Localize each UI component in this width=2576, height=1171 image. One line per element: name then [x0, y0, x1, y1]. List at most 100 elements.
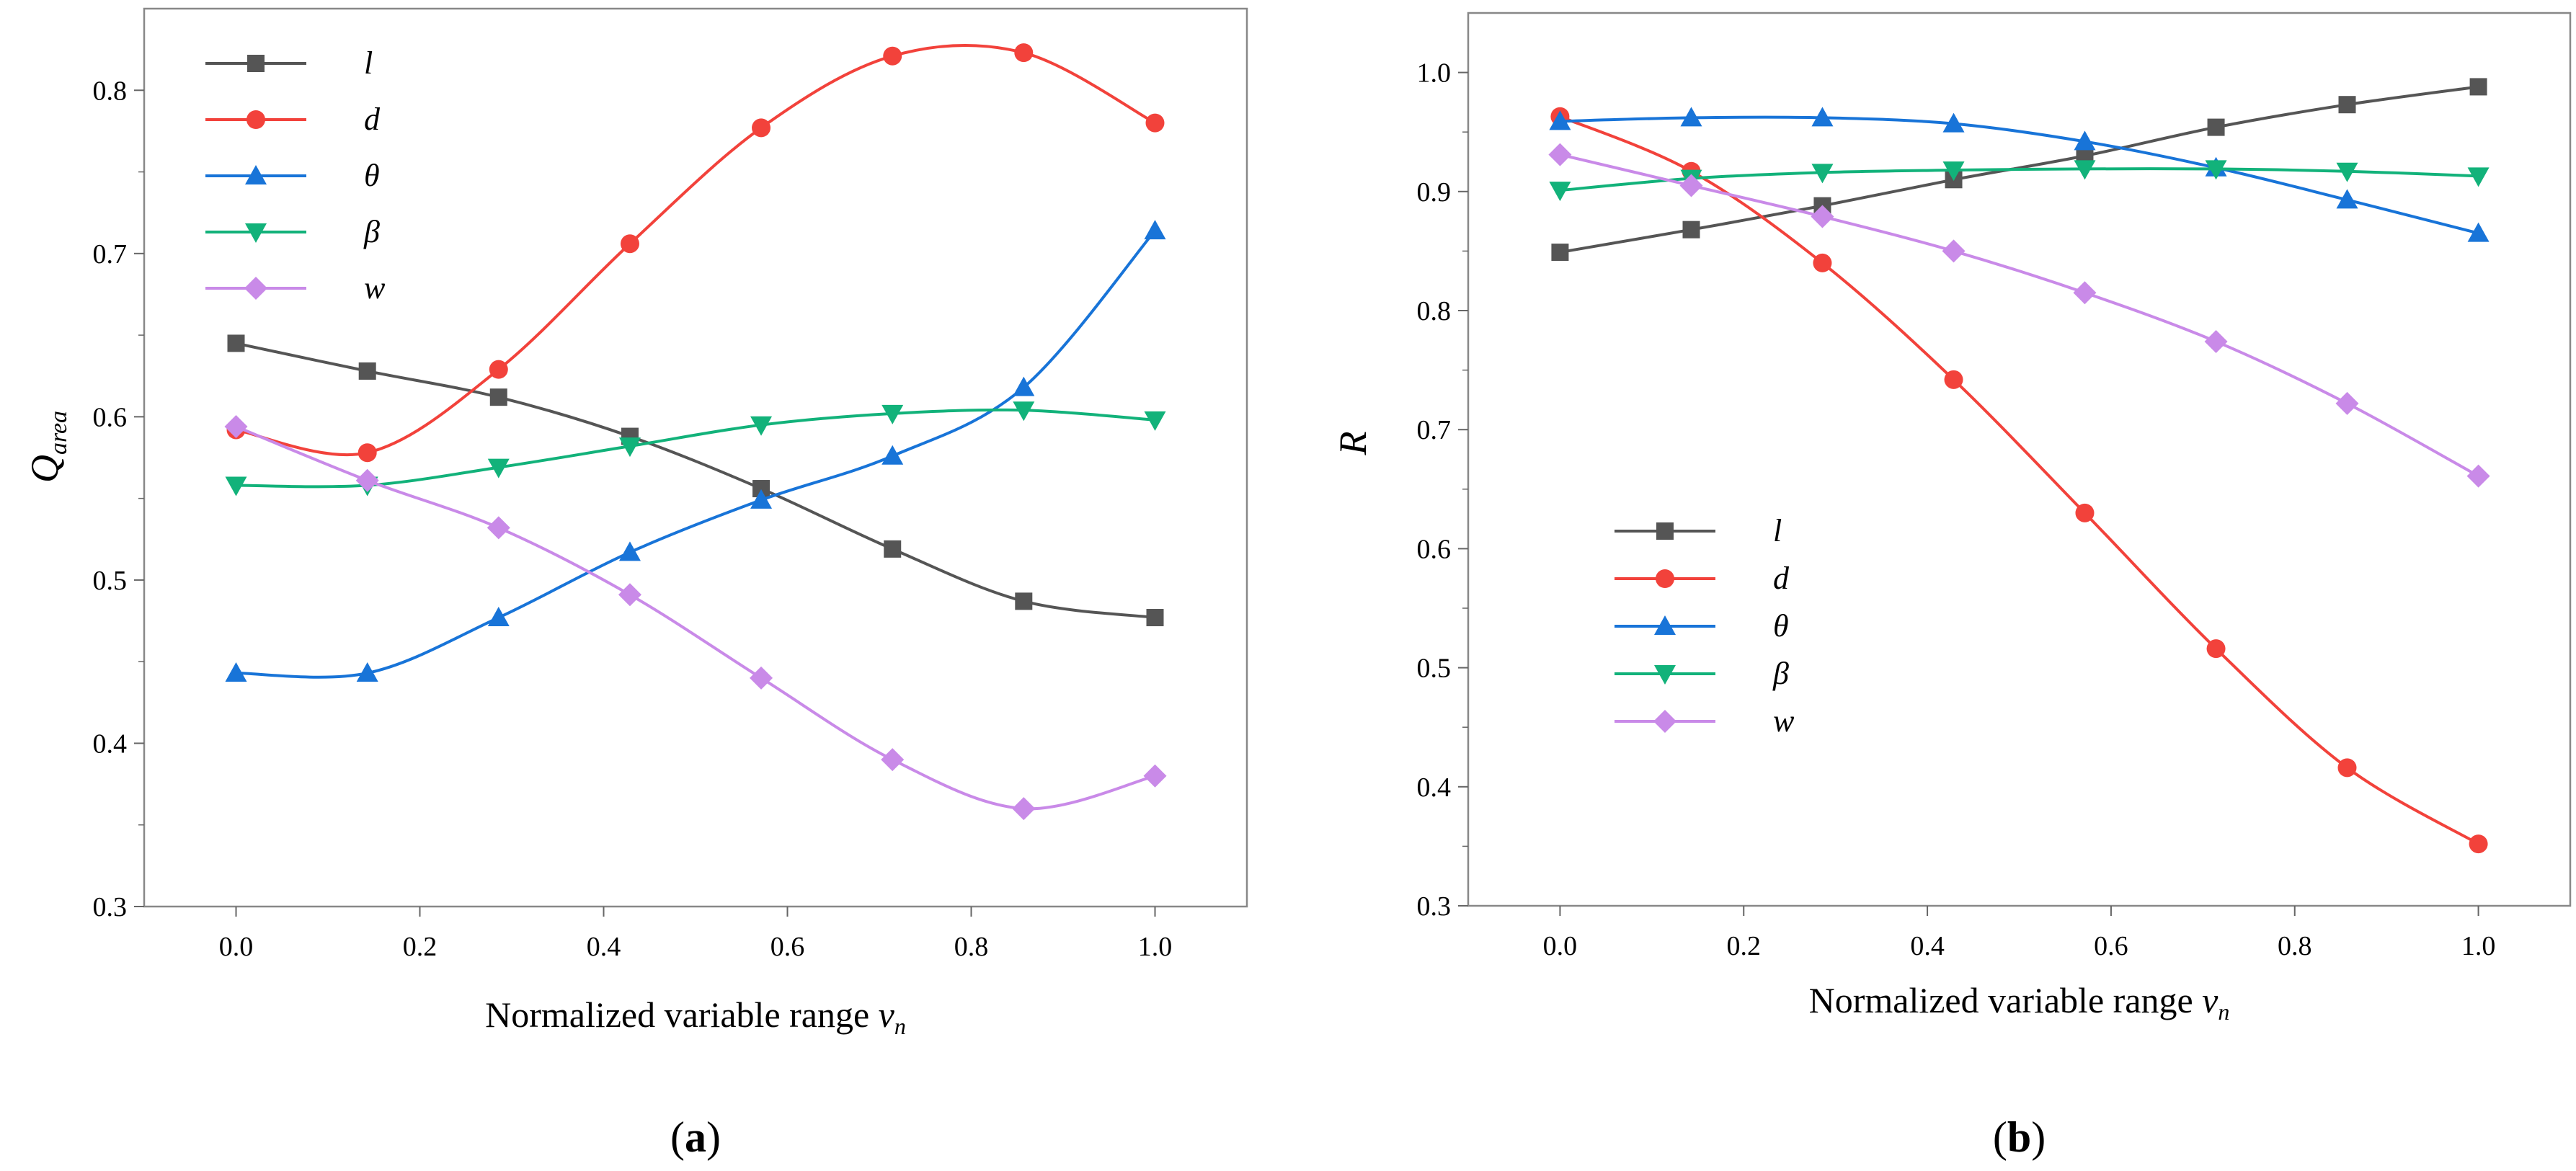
x-axis-title-text: Normalized variable range — [1809, 980, 2203, 1020]
x-tick-label: 0.6 — [2094, 931, 2128, 961]
caption-open-paren: ( — [670, 1113, 685, 1161]
series-line-d — [236, 43, 1156, 457]
legend-label-β: β — [363, 214, 380, 249]
data-point-β — [750, 416, 773, 436]
y-tick-label: 0.4 — [93, 729, 128, 759]
x-axis-title-var: v — [879, 994, 895, 1035]
data-point-w — [2204, 329, 2228, 353]
series-line-β — [236, 408, 1155, 489]
panel-caption: (b) — [1993, 1113, 2046, 1161]
y-axis-label-var: R — [1331, 432, 1374, 456]
data-point-θ — [1680, 107, 1702, 127]
y-axis-label: Qarea — [23, 411, 72, 483]
legend-label-l: l — [1773, 513, 1782, 548]
panel-caption: (a) — [670, 1113, 721, 1161]
x-axis-title-var: v — [2202, 980, 2219, 1020]
data-point-w — [487, 516, 510, 540]
data-point-θ — [1144, 220, 1166, 240]
series-l — [227, 334, 1164, 627]
data-point-w — [1679, 174, 1703, 197]
x-axis-title-sub: n — [894, 1013, 906, 1039]
chart-panel-a: 0.0 0.2 0.4 0.6 0.8 1.0 0.3 0.4 0.5 0.6 0.7 0.8 Qare… — [23, 7, 1248, 1161]
data-point-d — [2075, 503, 2095, 522]
data-point-l — [2469, 78, 2487, 96]
data-point-θ — [1549, 110, 1571, 130]
data-point-l — [227, 334, 245, 352]
x-tick-label: 1.0 — [2461, 931, 2496, 961]
x-axis-title: Normalized variable range vn — [1809, 980, 2230, 1025]
legend-label-θ: θ — [1773, 608, 1789, 644]
data-point-w — [1012, 797, 1036, 821]
x-tick-label: 1.0 — [1138, 932, 1173, 962]
y-tick-label: 0.6 — [1417, 534, 1452, 564]
caption-close-paren: ) — [706, 1113, 721, 1161]
x-tick-label: 0.6 — [770, 932, 805, 962]
y-axis-label-var: Q — [23, 455, 66, 483]
data-point-β — [225, 476, 247, 497]
caption-letter: a — [685, 1113, 706, 1161]
chart-panel-b: 0.0 0.2 0.4 0.6 0.8 1.0 0.3 0.4 0.5 0.6 0.7 0.8 0.9 1… — [1331, 12, 2572, 1161]
series-line-β — [1560, 167, 2479, 192]
data-point-w — [750, 666, 773, 690]
data-point-β — [2205, 160, 2227, 180]
data-point-l — [358, 362, 376, 380]
y-tick-label: 0.8 — [93, 76, 128, 106]
plot-frame — [143, 7, 1248, 908]
data-point-d — [1145, 113, 1165, 133]
data-point-β — [1144, 411, 1166, 431]
legend-marker-θ — [1654, 615, 1676, 635]
data-point-w — [618, 583, 641, 607]
data-point-β — [1811, 164, 1834, 184]
data-point-θ — [2336, 189, 2358, 209]
data-point-d — [883, 46, 902, 66]
data-point-d — [752, 118, 771, 138]
data-point-l — [489, 388, 507, 406]
data-point-θ — [2074, 130, 2096, 151]
y-tick-label: 1.0 — [1417, 58, 1452, 89]
legend-marker-l — [1656, 522, 1674, 540]
data-point-l — [1146, 609, 1164, 627]
y-tick-label: 0.9 — [1417, 177, 1452, 208]
data-point-θ — [750, 489, 773, 509]
series-line-l — [1560, 85, 2479, 254]
legend-label-w: w — [364, 270, 386, 306]
data-point-d — [357, 443, 377, 463]
legend-label-d: d — [1773, 561, 1790, 596]
y-tick-label: 0.8 — [1417, 296, 1452, 326]
legend-label-l: l — [364, 45, 373, 81]
series-w — [1548, 143, 2490, 488]
series-β — [225, 401, 1166, 497]
caption-close-paren: ) — [2031, 1113, 2046, 1161]
legend-marker-w — [1653, 710, 1676, 733]
y-axis-label: R — [1331, 432, 1374, 456]
x-tick-label: 0.0 — [1543, 931, 1578, 961]
series-line-l — [236, 342, 1155, 619]
data-point-β — [618, 437, 641, 458]
data-point-d — [1944, 370, 1963, 389]
legend-marker-d — [247, 110, 265, 129]
data-point-w — [2073, 281, 2097, 305]
data-point-w — [2466, 464, 2490, 488]
data-point-l — [2338, 96, 2356, 114]
legend-label-θ: θ — [364, 158, 380, 193]
y-axis-label-sub: area — [45, 411, 72, 455]
data-point-θ — [1013, 376, 1035, 396]
data-point-l — [1682, 221, 1700, 239]
series-line-d — [1559, 115, 2479, 845]
data-point-θ — [356, 662, 378, 682]
x-tick-label: 0.4 — [1910, 931, 1945, 961]
series-w — [224, 414, 1167, 821]
series-line-w — [1559, 153, 2479, 478]
y-tick-label: 0.3 — [1417, 891, 1452, 922]
data-point-w — [224, 414, 248, 438]
series-θ — [1549, 107, 2490, 242]
legend-marker-θ — [245, 165, 267, 184]
y-tick-label: 0.3 — [93, 892, 128, 922]
legend-marker-β — [1654, 665, 1676, 685]
y-tick-label: 0.6 — [93, 402, 128, 432]
series-θ — [225, 220, 1166, 682]
legend-marker-w — [244, 277, 267, 300]
x-tick-label: 0.2 — [1727, 931, 1762, 961]
